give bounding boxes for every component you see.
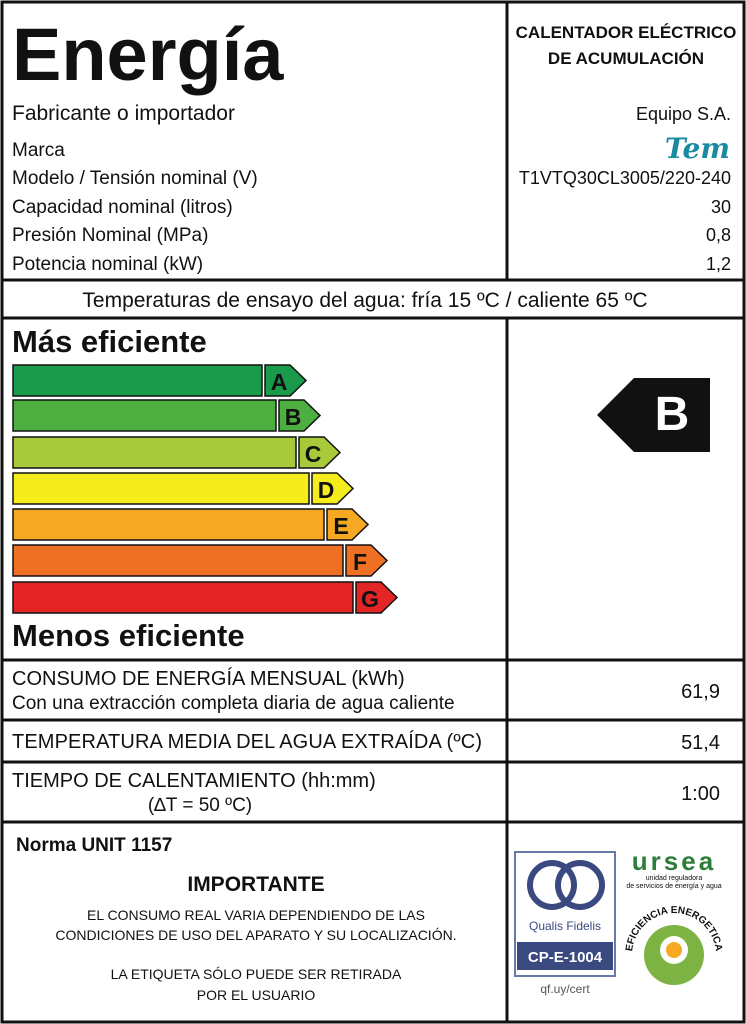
ursea-logo: ursea [632,846,716,876]
class-bar [12,581,354,614]
cert-box [517,942,613,970]
class-letter: C [305,441,322,467]
class-letter: B [285,404,302,430]
class-arrow [264,364,308,397]
class-letter: G [361,586,379,612]
scale-top-label: Más eficiente [12,324,207,359]
class-letter: A [271,369,288,395]
measurement-label: TIEMPO DE CALENTAMIENTO (hh:mm) [12,770,376,792]
rating-letter: B [655,388,690,441]
class-bar [12,544,344,577]
standard: Norma UNIT 1157 [16,835,172,856]
efficiency-logo [666,942,682,958]
class-arrow [355,581,399,614]
notice: POR EL USUARIO [197,987,316,1003]
measurement-label: Con una extracción completa diaria de ag… [12,693,455,714]
spec-label: Marca [12,140,65,161]
brand-logo: Tem [665,132,730,165]
spec-value: 30 [711,197,731,217]
test-temperatures: Temperaturas de ensayo del agua: fría 15… [82,289,647,312]
spec-label: Presión Nominal (MPa) [12,225,208,246]
spec-label: Capacidad nominal (litros) [12,197,233,218]
class-arrow [345,544,389,577]
measurement-label: CONSUMO DE ENERGÍA MENSUAL (kWh) [12,667,405,690]
class-letter: D [318,477,335,503]
product-type: CALENTADOR ELÉCTRICO [516,23,737,42]
important-title: IMPORTANTE [187,873,324,896]
qualis-icon [555,860,605,910]
class-bar [12,399,277,432]
cert-code: CP-E-1004 [528,949,603,966]
spec-label: Modelo / Tensión nominal (V) [12,168,258,189]
class-arrow [311,472,355,505]
class-arrow [278,399,322,432]
cert-url: qf.uy/cert [540,982,590,996]
title: Energía [12,13,284,96]
class-arrow [298,436,342,469]
qualis-icon [527,860,577,910]
class-arrow [326,508,370,541]
spec-label: Potencia nominal (kW) [12,254,203,275]
class-bar [12,436,297,469]
product-type: DE ACUMULACIÓN [548,49,704,68]
ursea-sub: unidad reguladora [646,875,703,882]
measurement-label: TEMPERATURA MEDIA DEL AGUA EXTRAÍDA (ºC) [12,730,482,753]
spec-value: Equipo S.A. [636,104,731,124]
spec-value: T1VTQ30CL3005/220-240 [519,168,731,188]
class-letter: F [353,549,367,575]
notice: CONDICIONES DE USO DEL APARATO Y SU LOCA… [55,927,456,943]
class-bar [12,364,263,397]
spec-value: 0,8 [706,225,731,245]
notice: LA ETIQUETA SÓLO PUEDE SER RETIRADA [111,966,402,982]
notice: EL CONSUMO REAL VARIA DEPENDIENDO DE LAS [87,907,425,923]
qualis-name: Qualis Fidelis [529,919,601,933]
measurement-value: 1:00 [681,783,720,805]
spec-label: Fabricante o importador [12,102,235,125]
class-bar [12,472,310,505]
spec-value: 1,2 [706,254,731,274]
scale-bottom-label: Menos eficiente [12,618,245,653]
rating-arrow [597,378,710,452]
class-letter: E [333,513,348,539]
measurement-value: 51,4 [681,732,720,754]
measurement-value: 61,9 [681,681,720,703]
measurement-label: (∆T = 50 ºC) [148,795,252,816]
ursea-sub: de servicios de energía y agua [626,883,721,890]
class-bar [12,508,325,541]
